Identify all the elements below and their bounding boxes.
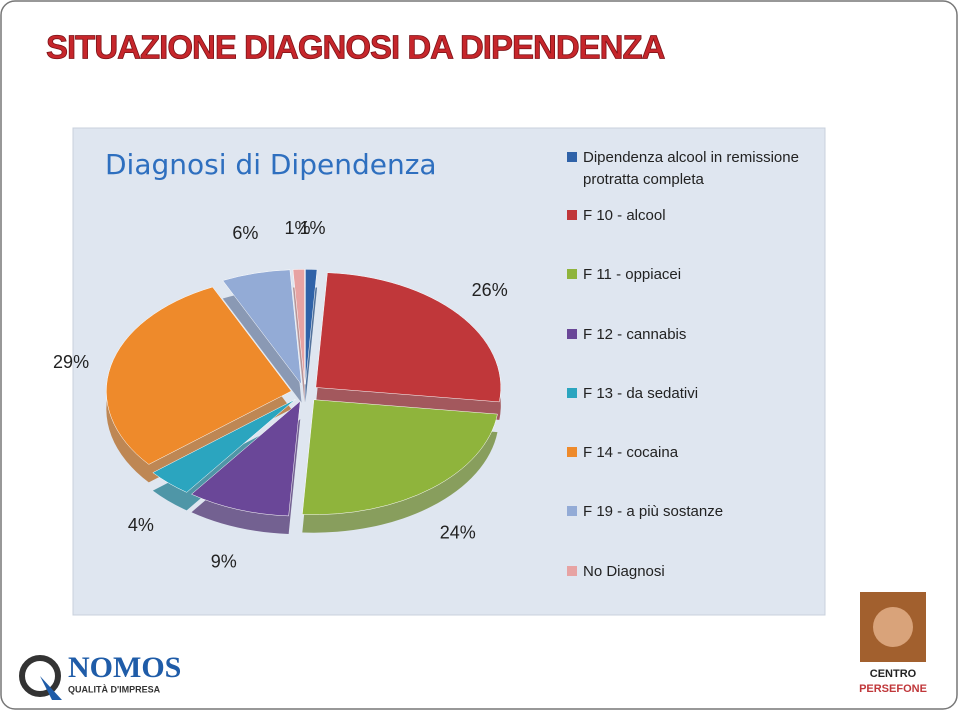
legend-label: F 14 - cocaina [583, 444, 679, 461]
legend-label: F 10 - alcool [583, 207, 666, 224]
data-label: 1% [300, 218, 326, 238]
data-label: 9% [211, 552, 237, 572]
logo-mark [19, 655, 61, 697]
logo-right: CENTRO PERSEFONE [859, 592, 927, 695]
legend-label: Dipendenza alcool in remissione protratta… [583, 149, 799, 188]
legend-line: Dipendenza alcool in remissione [583, 149, 799, 166]
legend-swatch [567, 329, 577, 339]
logo-subtext: QUALITÀ D'IMPRESA [68, 684, 161, 694]
slice [152, 399, 296, 493]
chart-title: Diagnosi di Dipendenza [105, 148, 437, 181]
logo-mark [40, 676, 62, 700]
legend-label: F 13 - da sedativi [583, 385, 698, 402]
legend-line: protratta completa [583, 171, 705, 188]
slice [106, 286, 292, 465]
logo-text: CENTRO [870, 668, 917, 680]
legend-swatch [567, 269, 577, 279]
legend-swatch [567, 210, 577, 220]
logo-image [873, 607, 913, 647]
legend-label: F 19 - a più sostanze [583, 503, 723, 520]
legend-swatch [567, 388, 577, 398]
legend-label: No Diagnosi [583, 563, 665, 580]
slice [222, 269, 302, 386]
slice [191, 400, 301, 517]
legend: Dipendenza alcool in remissione protratta… [567, 149, 799, 580]
pie: 1% 26% 24% 9% 4% 29% 6% 1% [53, 218, 508, 572]
data-label: 29% [53, 352, 89, 372]
data-label: 26% [472, 280, 508, 300]
data-label: 24% [440, 522, 476, 542]
data-label: 4% [128, 515, 154, 535]
slice [315, 272, 502, 403]
slice [292, 269, 305, 385]
legend-swatch [567, 506, 577, 516]
slide-title: SITUAZIONE DIAGNOSI DA DIPENDENZA [46, 29, 665, 66]
data-label: 1% [284, 218, 310, 238]
logo-left: NOMOS QUALITÀ D'IMPRESA [19, 651, 181, 700]
logo-text: NOMOS [68, 651, 181, 684]
legend-label: F 12 - cannabis [583, 326, 686, 343]
logo-text: PERSEFONE [859, 683, 927, 695]
slice [305, 269, 318, 385]
data-label: 6% [232, 223, 258, 243]
legend-swatch [567, 566, 577, 576]
slice [302, 399, 498, 515]
legend-swatch [567, 447, 577, 457]
legend-swatch [567, 152, 577, 162]
legend-label: F 11 - oppiacei [583, 266, 681, 283]
